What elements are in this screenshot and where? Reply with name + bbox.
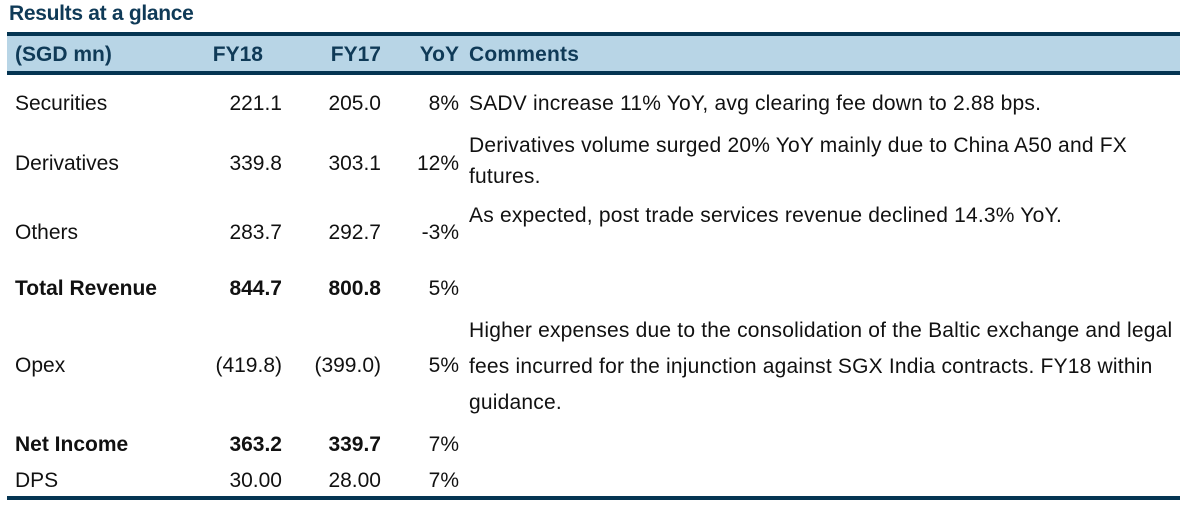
row-fy17: 339.7 xyxy=(328,433,381,456)
row-comment: Derivatives volume surged 20% YoY mainly… xyxy=(469,134,1127,188)
row-fy18: 363.2 xyxy=(229,433,282,456)
bottom-rule xyxy=(7,496,1180,500)
row-fy18: (419.8) xyxy=(215,354,282,377)
row-fy17: 205.0 xyxy=(328,92,381,115)
row-yoy: 8% xyxy=(428,92,459,115)
row-fy17: 303.1 xyxy=(328,152,381,175)
header-fy18: FY18 xyxy=(212,43,263,66)
header-comments: Comments xyxy=(469,43,580,66)
row-comment: Higher expenses due to the consolidation… xyxy=(469,319,1173,414)
row-fy17: 800.8 xyxy=(328,277,381,300)
row-comment: SADV increase 11% YoY, avg clearing fee … xyxy=(469,92,1042,115)
row-fy18: 30.00 xyxy=(229,469,282,492)
row-label: Derivatives xyxy=(15,152,119,175)
header-yoy: YoY xyxy=(419,43,459,66)
header-label: (SGD mn) xyxy=(15,43,112,66)
row-fy17: 292.7 xyxy=(328,221,381,244)
row-label: Net Income xyxy=(15,433,129,456)
row-label: Opex xyxy=(15,354,66,377)
row-fy18: 283.7 xyxy=(229,221,282,244)
row-fy18: 221.1 xyxy=(229,92,282,115)
row-fy17: 28.00 xyxy=(328,469,381,492)
header-fy17: FY17 xyxy=(330,43,381,66)
row-fy18: 339.8 xyxy=(229,152,282,175)
row-label: Others xyxy=(15,221,79,244)
row-yoy: -3% xyxy=(421,221,459,244)
row-yoy: 12% xyxy=(416,152,459,175)
row-label: Securities xyxy=(15,92,108,115)
row-yoy: 7% xyxy=(428,433,459,456)
row-label: DPS xyxy=(15,469,59,492)
row-label: Total Revenue xyxy=(15,277,157,300)
row-yoy: 7% xyxy=(428,469,459,492)
row-comment: As expected, post trade services revenue… xyxy=(469,204,1062,227)
row-yoy: 5% xyxy=(428,354,459,377)
table-title: Results at a glance xyxy=(9,2,194,25)
table-header: (SGD mn) FY18 FY17 YoY Comments xyxy=(7,32,1180,75)
row-fy17: (399.0) xyxy=(314,354,381,377)
results-table: (SGD mn) FY18 FY17 YoY Comments Securiti… xyxy=(7,32,1180,492)
row-fy18: 844.7 xyxy=(229,277,282,300)
row-yoy: 5% xyxy=(428,277,459,300)
